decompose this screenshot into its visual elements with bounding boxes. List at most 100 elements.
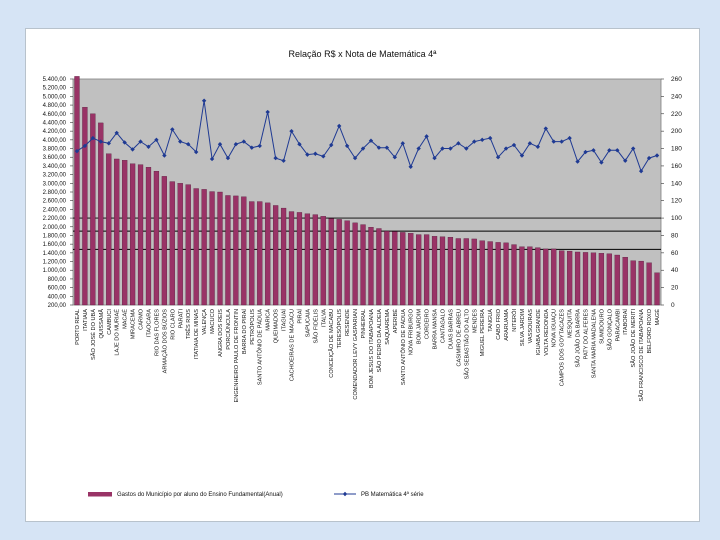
line-point xyxy=(654,153,660,158)
left-tick-label: 2.000,00 xyxy=(43,225,67,231)
category-label: PATY DO ALFERES xyxy=(584,309,590,360)
left-tick-label: 800,00 xyxy=(48,277,67,283)
bar xyxy=(614,254,620,306)
category-label: SÃO FRANCISCO DE ITABAPOANA xyxy=(638,309,645,402)
category-label: BELFORD ROXO xyxy=(647,308,653,353)
right-tick-label: 220 xyxy=(671,111,682,118)
line-point xyxy=(209,156,215,162)
line-point xyxy=(464,146,469,151)
category-label: MACUCO xyxy=(210,308,216,334)
bar xyxy=(455,238,461,306)
left-tick-label: 1.200,00 xyxy=(43,260,67,266)
line-point xyxy=(138,139,143,144)
bar xyxy=(606,253,612,306)
line-point xyxy=(186,141,191,147)
bar xyxy=(574,251,581,306)
line-point xyxy=(313,151,318,156)
category-label: CANTAGALO xyxy=(440,308,446,343)
bar xyxy=(209,191,215,306)
line-point xyxy=(630,146,636,151)
category-label: SÃO FIDÉLIS xyxy=(312,309,319,344)
bar xyxy=(137,164,144,306)
bar xyxy=(654,272,660,306)
left-tick-label: 600,00 xyxy=(48,286,67,292)
right-tick-label: 180 xyxy=(671,146,682,153)
line-point xyxy=(480,137,485,143)
bar xyxy=(241,196,247,306)
bar xyxy=(344,220,350,306)
left-tick-label: 1.400,00 xyxy=(43,251,67,257)
line-point xyxy=(257,143,262,149)
category-label: APERIBÉ xyxy=(392,309,399,334)
category-label: QUISSAMÃ xyxy=(98,309,105,339)
line-point xyxy=(154,137,159,143)
bar xyxy=(106,153,112,306)
bar xyxy=(376,228,382,306)
bar xyxy=(90,113,96,306)
category-label: MIGUEL PEREIRA xyxy=(480,309,486,357)
category-label: NITERÓI xyxy=(511,309,518,332)
bar xyxy=(193,188,199,306)
bar xyxy=(567,250,573,306)
left-tick-label: 4.400,00 xyxy=(43,120,67,126)
line-point xyxy=(265,109,270,115)
line-point xyxy=(146,144,151,149)
bar xyxy=(98,122,104,306)
left-tick-label: 5.400,00 xyxy=(43,77,67,83)
bar xyxy=(273,205,279,306)
line-point xyxy=(98,139,104,144)
category-label: SÃO JOÃO DA BARRA xyxy=(575,309,582,368)
left-tick-label: 2.200,00 xyxy=(43,216,67,222)
line-point xyxy=(511,142,517,148)
right-tick-label: 120 xyxy=(671,198,682,205)
category-label: VALENÇA xyxy=(202,309,208,335)
line-point xyxy=(241,139,247,144)
line-point xyxy=(178,139,183,144)
left-tick-label: 5.000,00 xyxy=(43,94,67,100)
chart-svg: 5.400,00 5.200,00 5.000,00 4.800,00 4.600,00… xyxy=(43,76,683,498)
right-tick-label: 200 xyxy=(671,128,682,135)
bar xyxy=(439,236,446,306)
bar xyxy=(368,227,374,306)
bar xyxy=(590,252,597,306)
line-point xyxy=(249,145,254,150)
left-tick-label: 1.000,00 xyxy=(43,268,67,274)
plot-area xyxy=(72,78,662,306)
line-point xyxy=(487,135,493,141)
line-point xyxy=(82,143,88,149)
bar xyxy=(249,201,255,306)
bar xyxy=(304,213,311,306)
line-point xyxy=(607,148,612,153)
bar xyxy=(328,218,334,306)
right-tick-label: 240 xyxy=(671,93,682,100)
bar xyxy=(161,176,167,306)
bar xyxy=(535,247,541,306)
category-label: SÃO JOSÉ DO UBÁ xyxy=(90,309,97,360)
line-point xyxy=(495,155,501,160)
bar xyxy=(384,230,390,306)
category-label: ENGENHEIRO PAULO DE FRONTIN xyxy=(234,309,240,402)
category-label: SUMIDOURO xyxy=(599,308,605,343)
left-tick-label: 2.600,00 xyxy=(43,199,67,205)
bar xyxy=(320,216,326,306)
category-label: ITAGUAÍ xyxy=(281,309,288,331)
line-point xyxy=(392,155,398,160)
bar xyxy=(527,246,533,306)
line-point xyxy=(472,139,477,144)
left-tick-label: 1.600,00 xyxy=(43,242,67,248)
category-label: SÃO PEDRO DA ALDEIA xyxy=(376,309,383,373)
category-label: PARACAMBI xyxy=(615,309,621,342)
line-point xyxy=(201,98,207,103)
line-point xyxy=(336,123,342,129)
line-point xyxy=(416,146,421,151)
category-label: SÃO JOÃO DE MERITI xyxy=(630,309,637,368)
bar xyxy=(225,195,231,306)
category-label: TANGUÁ xyxy=(487,309,494,332)
line-point xyxy=(329,142,334,148)
bar xyxy=(408,233,414,306)
bar xyxy=(543,248,549,306)
bar xyxy=(471,238,477,306)
left-tick-label: 5.200,00 xyxy=(43,86,67,92)
category-label: VOLTA REDONDA xyxy=(544,309,550,356)
